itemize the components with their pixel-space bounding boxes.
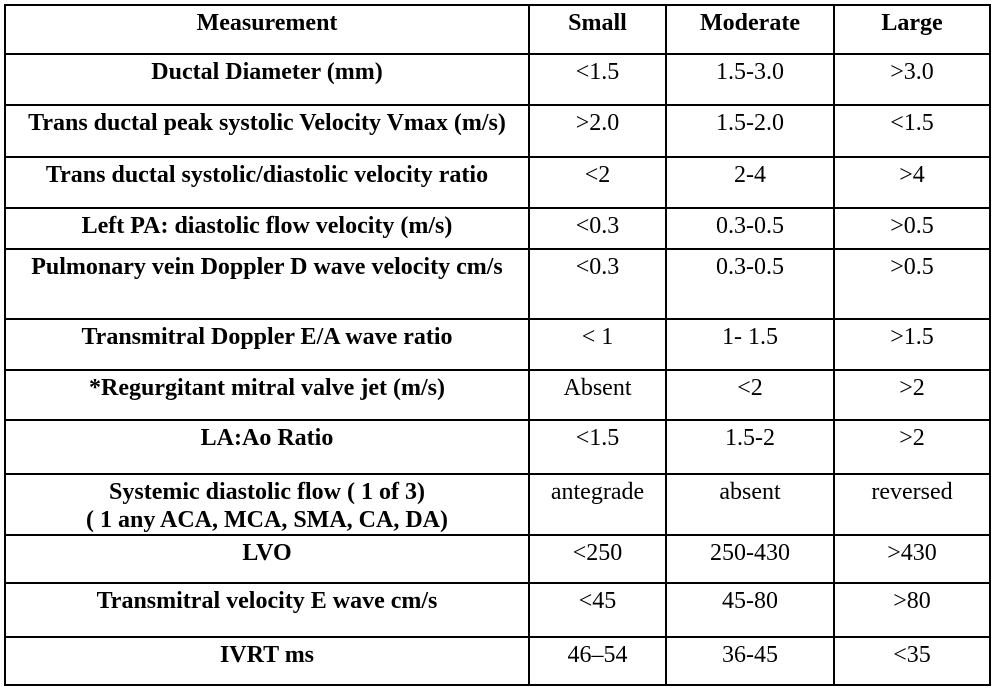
measurement-cell: Trans ductal systolic/diastolic velocity… bbox=[4, 156, 530, 209]
small-value-cell: Absent bbox=[528, 369, 667, 421]
table-row: *Regurgitant mitral valve jet (m/s) Absen… bbox=[4, 369, 991, 421]
large-value-cell: >80 bbox=[833, 582, 991, 639]
large-value-cell: >2 bbox=[833, 369, 991, 421]
large-value-cell: >3.0 bbox=[833, 53, 991, 106]
measurement-label: Systemic diastolic flow ( 1 of 3) bbox=[109, 479, 425, 505]
moderate-value-cell: 45-80 bbox=[665, 582, 835, 639]
large-value-cell: >430 bbox=[833, 534, 991, 585]
small-value-cell: <45 bbox=[528, 582, 667, 639]
table-row: IVRT ms 46–54 36-45 <35 bbox=[4, 636, 991, 687]
moderate-value-cell: 250-430 bbox=[665, 534, 835, 585]
table-row: LVO <250 250-430 >430 bbox=[4, 534, 991, 585]
table-row: Transmitral Doppler E/A wave ratio < 1 1- … bbox=[4, 318, 991, 371]
small-value-cell: antegrade bbox=[528, 472, 667, 537]
measurement-label: Ductal Diameter (mm) bbox=[151, 59, 383, 85]
table-row: Trans ductal peak systolic Velocity Vmax… bbox=[4, 104, 991, 158]
measurement-cell: LA:Ao Ratio bbox=[4, 419, 530, 475]
measurement-label: Transmitral Doppler E/A wave ratio bbox=[81, 324, 453, 350]
measurement-cell: Trans ductal peak systolic Velocity Vmax… bbox=[4, 104, 530, 158]
moderate-value-cell: 1.5-2 bbox=[665, 419, 835, 475]
table-row: Ductal Diameter (mm) <1.5 1.5-3.0 >3.0 bbox=[4, 53, 991, 106]
column-header-measurement: Measurement bbox=[4, 4, 530, 55]
measurement-label: Trans ductal peak systolic Velocity Vmax… bbox=[28, 110, 506, 136]
measurement-label: Left PA: diastolic flow velocity (m/s) bbox=[81, 213, 453, 239]
measurement-cell: Ductal Diameter (mm) bbox=[4, 53, 530, 106]
large-value-cell: >2 bbox=[833, 419, 991, 475]
measurement-cell: Transmitral velocity E wave cm/s bbox=[4, 582, 530, 639]
large-value-cell: <1.5 bbox=[833, 104, 991, 158]
measurement-cell: Left PA: diastolic flow velocity (m/s) bbox=[4, 207, 530, 250]
moderate-value-cell: 36-45 bbox=[665, 636, 835, 687]
column-header-moderate: Moderate bbox=[665, 4, 835, 55]
moderate-value-cell: 0.3-0.5 bbox=[665, 248, 835, 320]
table-row: Pulmonary vein Doppler D wave velocity c… bbox=[4, 248, 991, 320]
measurement-label: LA:Ao Ratio bbox=[200, 425, 334, 451]
measurement-label: Pulmonary vein Doppler D wave velocity c… bbox=[31, 254, 503, 280]
moderate-value-cell: 1.5-3.0 bbox=[665, 53, 835, 106]
large-value-cell: >0.5 bbox=[833, 207, 991, 250]
small-value-cell: < 1 bbox=[528, 318, 667, 371]
measurement-label: Trans ductal systolic/diastolic velocity… bbox=[45, 162, 489, 188]
moderate-value-cell: absent bbox=[665, 472, 835, 537]
measurement-cell: Systemic diastolic flow ( 1 of 3)( 1 any… bbox=[4, 472, 530, 537]
measurement-cell: LVO bbox=[4, 534, 530, 585]
moderate-value-cell: 1- 1.5 bbox=[665, 318, 835, 371]
measurement-cell: Pulmonary vein Doppler D wave velocity c… bbox=[4, 248, 530, 320]
small-value-cell: <2 bbox=[528, 156, 667, 209]
table-body: Ductal Diameter (mm) <1.5 1.5-3.0 >3.0 Trans… bbox=[4, 53, 991, 687]
measurement-label-line2: ( 1 any ACA, MCA, SMA, CA, DA) bbox=[86, 506, 448, 533]
large-value-cell: >4 bbox=[833, 156, 991, 209]
measurement-cell: *Regurgitant mitral valve jet (m/s) bbox=[4, 369, 530, 421]
small-value-cell: <0.3 bbox=[528, 248, 667, 320]
small-value-cell: <1.5 bbox=[528, 53, 667, 106]
moderate-value-cell: 1.5-2.0 bbox=[665, 104, 835, 158]
moderate-value-cell: <2 bbox=[665, 369, 835, 421]
large-value-cell: >1.5 bbox=[833, 318, 991, 371]
measurement-cell: Transmitral Doppler E/A wave ratio bbox=[4, 318, 530, 371]
table-row: Systemic diastolic flow ( 1 of 3)( 1 any… bbox=[4, 472, 991, 537]
pda-severity-table: Measurement Small Moderate Large Ductal … bbox=[4, 4, 991, 687]
table-row: Trans ductal systolic/diastolic velocity… bbox=[4, 156, 991, 209]
small-value-cell: <1.5 bbox=[528, 419, 667, 475]
large-value-cell: reversed bbox=[833, 472, 991, 537]
measurement-label: *Regurgitant mitral valve jet (m/s) bbox=[89, 375, 445, 401]
header-row: Measurement Small Moderate Large bbox=[4, 4, 991, 55]
table-row: Transmitral velocity E wave cm/s <45 45-80… bbox=[4, 582, 991, 639]
moderate-value-cell: 2-4 bbox=[665, 156, 835, 209]
column-header-small: Small bbox=[528, 4, 667, 55]
measurement-cell: IVRT ms bbox=[4, 636, 530, 687]
large-value-cell: >0.5 bbox=[833, 248, 991, 320]
measurement-label: IVRT ms bbox=[219, 642, 315, 669]
moderate-value-cell: 0.3-0.5 bbox=[665, 207, 835, 250]
small-value-cell: >2.0 bbox=[528, 104, 667, 158]
small-value-cell: 46–54 bbox=[528, 636, 667, 687]
table-row: LA:Ao Ratio <1.5 1.5-2 >2 bbox=[4, 419, 991, 475]
small-value-cell: <250 bbox=[528, 534, 667, 585]
table-row: Left PA: diastolic flow velocity (m/s) <0… bbox=[4, 207, 991, 250]
large-value-cell: <35 bbox=[833, 636, 991, 687]
measurement-label: LVO bbox=[242, 540, 292, 567]
measurement-label: Transmitral velocity E wave cm/s bbox=[96, 588, 438, 615]
small-value-cell: <0.3 bbox=[528, 207, 667, 250]
column-header-large: Large bbox=[833, 4, 991, 55]
